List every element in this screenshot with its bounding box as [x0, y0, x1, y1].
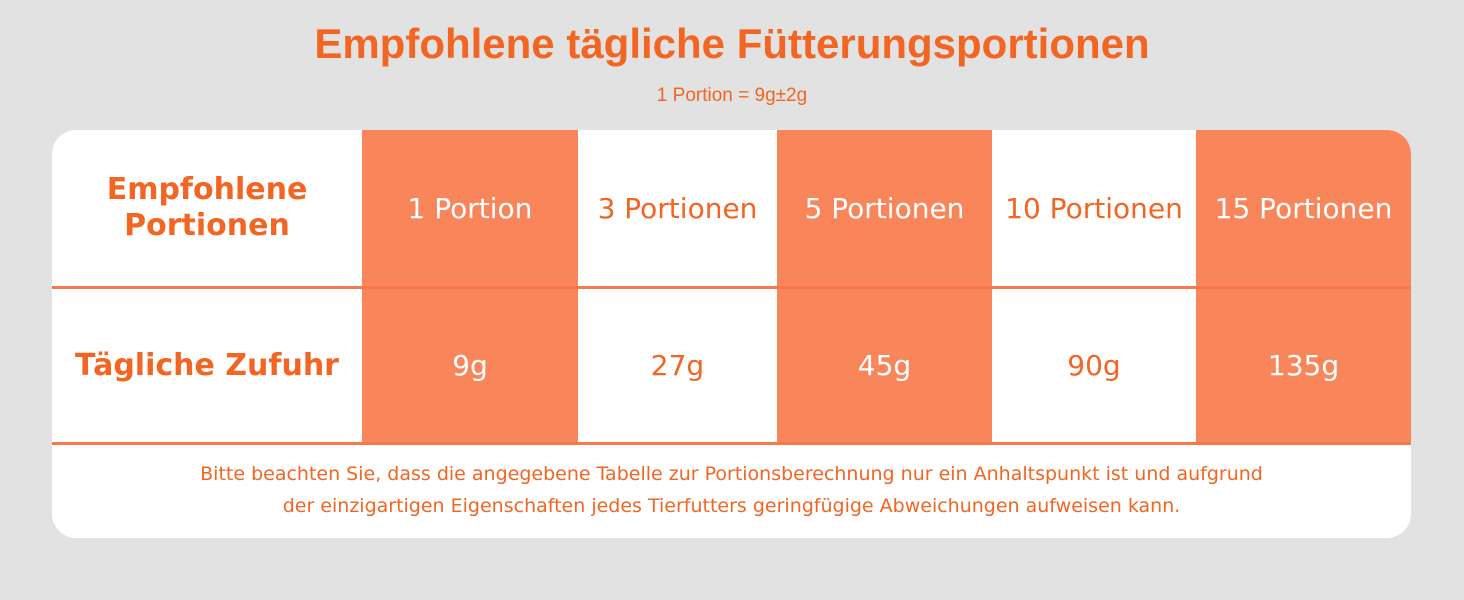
intake-cell-2: 27g [650, 349, 705, 382]
intake-cell-5: 135g [1267, 349, 1340, 382]
portion-cell-1: 1 Portion [407, 191, 533, 225]
portion-cell-5: 15 Portionen [1214, 191, 1393, 225]
table-bottom-divider [52, 442, 1411, 445]
row-header-portions: Empfohlene Portionen [106, 172, 308, 243]
row-divider [52, 286, 1411, 289]
page-subtitle: 1 Portion = 9g±2g [656, 85, 808, 106]
portion-cell-2: 3 Portionen [597, 191, 758, 225]
portion-cell-3: 5 Portionen [804, 191, 965, 225]
intake-cell-3: 45g [857, 349, 912, 382]
row-header-intake: Tägliche Zufuhr [75, 347, 339, 383]
disclaimer-line-1: Bitte beachten Sie, dass die angegebene … [200, 463, 1263, 485]
portion-table-card: Empfohlene Portionen Tägliche Zufuhr 1 P… [52, 130, 1411, 538]
intake-cell-4: 90g [1067, 349, 1121, 382]
page-title: Empfohlene tägliche Fütterungsportionen [314, 20, 1150, 67]
disclaimer-line-2: der einzigartigen Eigenschaften jedes Ti… [282, 495, 1181, 517]
intake-cell-1: 9g [452, 349, 488, 382]
portion-cell-4: 10 Portionen [1005, 191, 1183, 225]
disclaimer-note: Bitte beachten Sie, dass die angegebene … [52, 458, 1411, 522]
